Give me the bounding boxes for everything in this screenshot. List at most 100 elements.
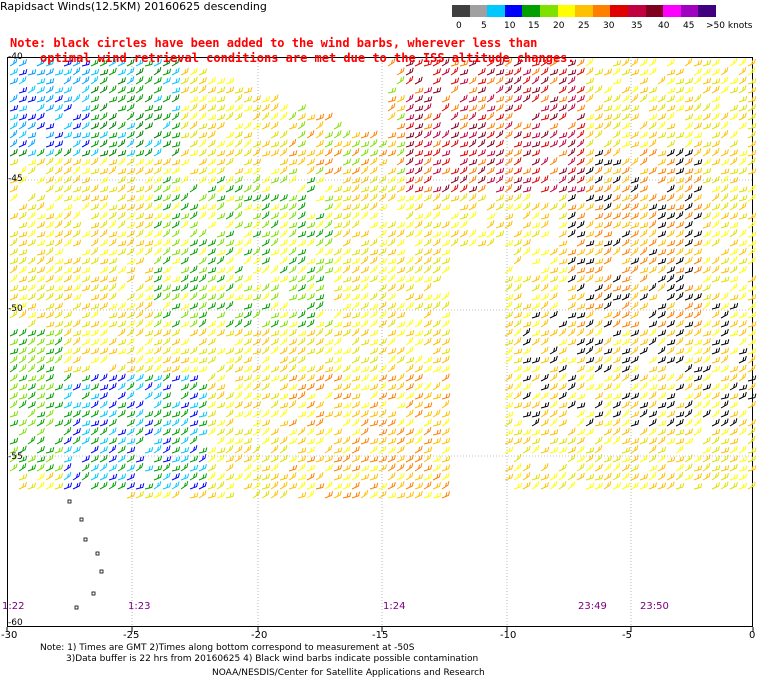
wind-barb xyxy=(738,66,747,76)
wind-barb xyxy=(711,85,720,94)
wind-barb xyxy=(576,338,585,346)
wind-barb xyxy=(540,175,549,184)
wind-barb xyxy=(108,165,117,175)
wind-barb xyxy=(45,123,55,130)
wind-barb xyxy=(504,220,513,229)
wind-barb xyxy=(585,345,594,355)
wind-barb xyxy=(279,329,288,337)
wind-barb xyxy=(126,76,135,85)
wind-barb xyxy=(630,374,639,382)
wind-barb xyxy=(504,104,514,112)
wind-barb xyxy=(18,203,28,211)
wind-barb xyxy=(729,248,738,256)
wind-barb xyxy=(720,276,730,283)
wind-barb xyxy=(333,490,342,499)
wind-barb xyxy=(702,141,712,148)
wind-barb xyxy=(558,85,567,94)
wind-barb xyxy=(180,408,189,418)
wind-barb xyxy=(711,455,721,463)
wind-barb xyxy=(45,149,54,157)
wind-barb xyxy=(504,121,513,130)
wind-barb xyxy=(261,220,270,229)
wind-barb xyxy=(414,140,423,148)
wind-barb xyxy=(594,166,603,175)
wind-barb xyxy=(117,58,126,67)
wind-barb xyxy=(576,373,585,382)
wind-barb xyxy=(549,346,558,355)
wind-barb xyxy=(729,229,738,238)
wind-barb xyxy=(504,383,514,391)
wind-barb xyxy=(594,463,603,472)
wind-barb xyxy=(666,229,675,238)
wind-barb xyxy=(117,463,126,472)
wind-barb xyxy=(738,482,748,490)
wind-barb xyxy=(702,112,711,121)
wind-barb xyxy=(495,139,504,148)
wind-barb xyxy=(558,185,568,193)
wind-barb xyxy=(576,292,585,301)
wind-barb xyxy=(414,58,423,67)
wind-barb xyxy=(387,96,397,103)
wind-barb xyxy=(279,158,289,166)
wind-barb xyxy=(198,392,208,400)
wind-barb xyxy=(621,365,630,373)
wind-barb xyxy=(135,373,144,382)
wind-barb xyxy=(576,239,585,247)
wind-barb xyxy=(504,167,514,175)
wind-barb xyxy=(639,58,648,67)
wind-barb xyxy=(90,132,100,139)
wind-barb xyxy=(162,266,172,274)
wind-barb xyxy=(432,193,441,202)
wind-barb xyxy=(225,149,234,157)
wind-barb xyxy=(666,373,675,382)
wind-barb xyxy=(693,284,703,292)
wind-barb xyxy=(504,446,514,454)
wind-barb xyxy=(72,122,82,130)
wind-barb xyxy=(207,193,216,202)
wind-barb xyxy=(639,121,648,130)
wind-barb xyxy=(423,123,433,130)
wind-barb xyxy=(18,105,28,112)
wind-barb xyxy=(108,204,118,211)
wind-barb xyxy=(396,346,405,355)
wind-barb xyxy=(162,94,171,103)
wind-barb xyxy=(360,230,369,238)
wind-barb xyxy=(621,230,630,238)
wind-barb xyxy=(270,454,279,463)
wind-barb xyxy=(333,212,343,220)
wind-barb xyxy=(171,465,181,472)
wind-barb xyxy=(405,75,414,85)
wind-barb xyxy=(261,150,271,157)
wind-barb xyxy=(81,60,91,67)
wind-barb xyxy=(396,157,405,166)
wind-barb xyxy=(378,292,387,301)
wind-barb xyxy=(27,383,36,391)
wind-barb xyxy=(198,138,207,148)
wind-barb xyxy=(630,310,639,319)
wind-barb xyxy=(450,131,460,139)
wind-barb xyxy=(666,69,676,76)
wind-barb xyxy=(288,202,297,211)
wind-barb xyxy=(54,258,64,265)
wind-barb xyxy=(153,339,163,346)
wind-barb xyxy=(594,158,604,166)
wind-barb xyxy=(567,85,576,94)
wind-barb xyxy=(234,454,243,463)
wind-barb xyxy=(198,411,208,418)
wind-barb xyxy=(675,347,685,355)
wind-barb xyxy=(315,483,325,490)
wind-barb xyxy=(639,346,648,355)
wind-barb xyxy=(72,59,81,67)
wind-barb xyxy=(18,328,27,337)
wind-barb xyxy=(720,375,730,382)
wind-barb xyxy=(576,463,585,472)
wind-barb xyxy=(747,321,757,328)
wind-barb xyxy=(144,229,153,238)
wind-barb xyxy=(18,149,27,157)
wind-barb xyxy=(603,240,613,247)
wind-barb xyxy=(378,247,387,256)
wind-barb xyxy=(99,392,108,400)
wind-barb xyxy=(198,239,207,247)
wind-barb xyxy=(621,463,630,472)
wind-barb xyxy=(405,437,415,445)
